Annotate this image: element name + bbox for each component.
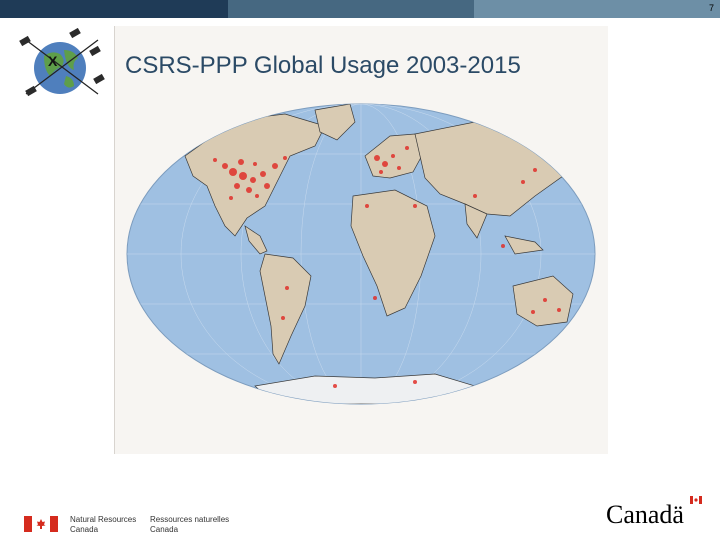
- world-usage-map: [126, 103, 596, 405]
- banner-segment-mid: [228, 0, 474, 18]
- dept-en-line1: Natural Resources: [70, 515, 137, 524]
- department-name-fr: Ressources naturelles Canada: [150, 515, 229, 535]
- landmasses: [184, 104, 574, 404]
- slide-title: CSRS-PPP Global Usage 2003-2015: [125, 52, 521, 79]
- dept-en-line2: Canada: [70, 525, 99, 534]
- page-number: 7: [708, 3, 714, 13]
- banner-segment-light: [474, 0, 720, 18]
- canada-flag-icon: [24, 516, 58, 532]
- usage-points: [213, 146, 561, 388]
- satellite-globe-icon: X: [19, 28, 105, 97]
- department-name-en: Natural Resources Canada: [70, 515, 136, 535]
- svg-text:X: X: [48, 53, 58, 69]
- dept-fr-line1: Ressources naturelles: [150, 515, 230, 524]
- dept-fr-line2: Canada: [150, 525, 179, 534]
- banner-segment-dark: [0, 0, 228, 18]
- top-banner: [0, 0, 720, 18]
- map-panel: [114, 26, 608, 454]
- canada-wordmark: Canadä: [606, 500, 684, 529]
- wordmark-flag-icon: [690, 496, 702, 504]
